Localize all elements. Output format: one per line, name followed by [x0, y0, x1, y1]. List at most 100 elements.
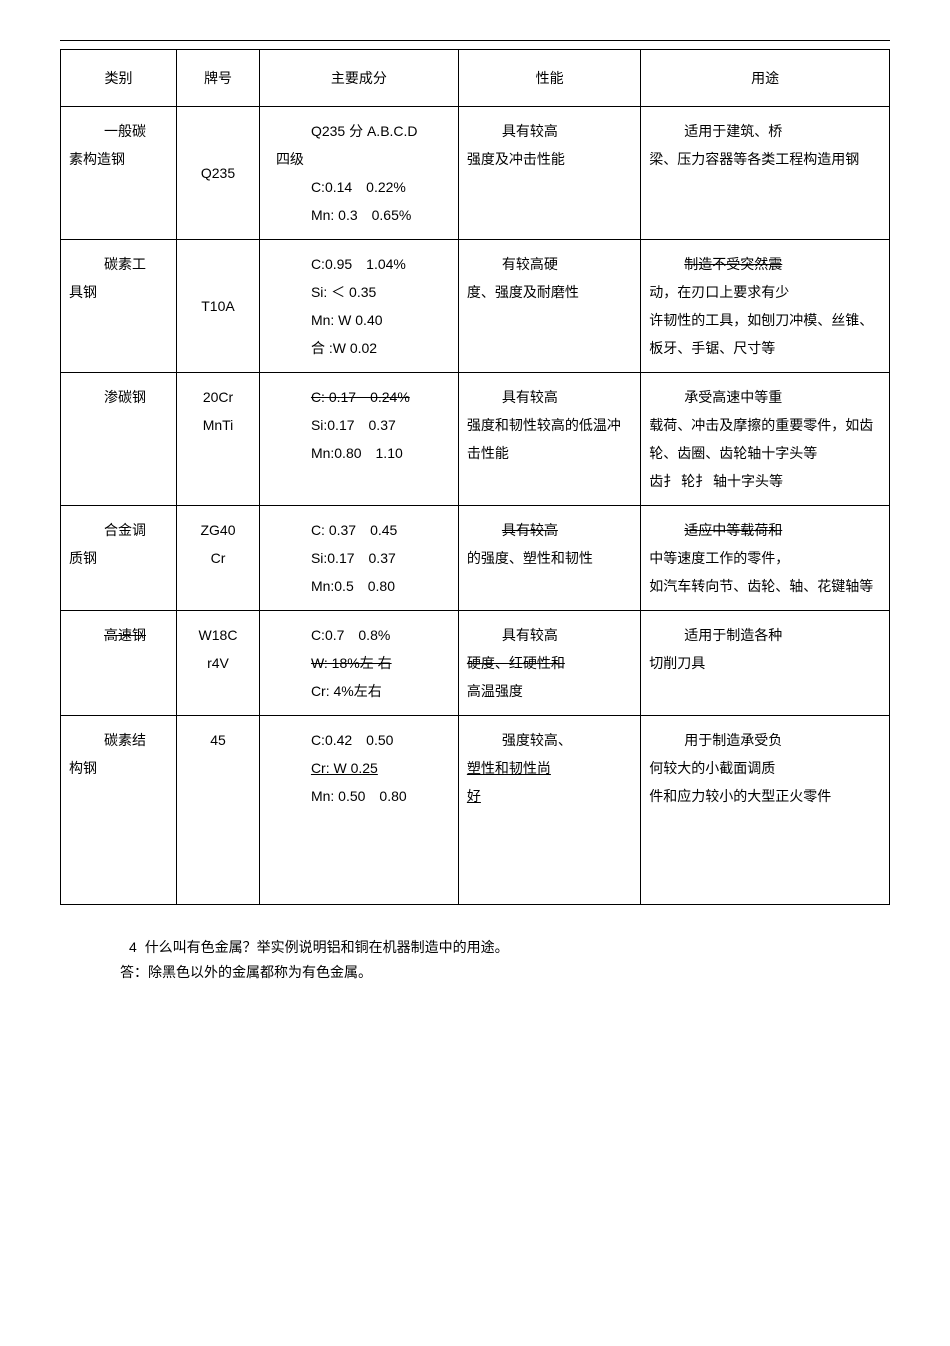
text: 碳素工 — [69, 250, 168, 278]
cell-use: 适应中等载荷和 中等速度工作的零件， 如汽车转向节、齿轮、轴、花键轴等 — [641, 506, 890, 611]
text: 度、强度及耐磨性 — [467, 284, 579, 300]
th-property: 性能 — [458, 50, 640, 107]
text: 件和应力较小的大型正火零件 — [649, 788, 831, 804]
cell-prop: 具有较高 强度和韧性较高的低温冲击性能 — [458, 373, 640, 506]
table-row: 碳素工 具钢 T10A C:0.95 1.04% Si: ＜ 0.35 Mn: … — [61, 240, 890, 373]
text: Si:0.17 0.37 — [276, 544, 450, 572]
cell-category: 一般碳 素构造钢 — [61, 107, 177, 240]
text: Cr: W 0.25 — [276, 754, 450, 782]
cell-use: 承受高速中等重 载荷、冲击及摩擦的重要零件，如齿轮、齿圈、齿轮轴十字头等 齿扌 … — [641, 373, 890, 506]
th-component: 主要成分 — [259, 50, 458, 107]
cell-comp: C:0.42 0.50 Cr: W 0.25 Mn: 0.50 0.80 — [259, 716, 458, 905]
cell-grade: 20Cr MnTi — [177, 373, 260, 506]
text: 适用于建筑、桥 — [649, 117, 881, 145]
cell-grade: 45 — [177, 716, 260, 905]
table-row: 合金调 质钢 ZG40 Cr C: 0.37 0.45 Si:0.17 0.37… — [61, 506, 890, 611]
text: 20Cr — [203, 389, 233, 405]
text: 如汽车转向节、齿轮、轴、花键轴等 — [649, 578, 873, 594]
text: Mn:0.5 0.80 — [276, 572, 450, 600]
text: C: 0.17 0.24% — [276, 383, 450, 411]
text: 渗碳钢 — [69, 383, 168, 411]
text: 强度及冲击性能 — [467, 151, 565, 167]
question-number: 4 — [120, 935, 137, 960]
text: 有较高硬 — [467, 250, 632, 278]
text: 质钢 — [69, 550, 97, 566]
table-row: 渗碳钢 20Cr MnTi C: 0.17 0.24% Si:0.17 0.37… — [61, 373, 890, 506]
text: 45 — [210, 732, 226, 748]
cell-grade: Q235 — [177, 107, 260, 240]
text: C:0.7 0.8% — [276, 621, 450, 649]
text: 承受高速中等重 — [649, 383, 881, 411]
text: 强度较高、 — [467, 726, 632, 754]
text: 的强度、塑性和韧性 — [467, 550, 593, 566]
cell-prop: 具有较高 强度及冲击性能 — [458, 107, 640, 240]
table-row: 碳素结 构钢 45 C:0.42 0.50 Cr: W 0.25 Mn: 0.5… — [61, 716, 890, 905]
text: Mn: W 0.40 — [276, 306, 450, 334]
text: C: 0.37 0.45 — [276, 516, 450, 544]
text: 高温强度 — [467, 683, 523, 699]
cell-category: 渗碳钢 — [61, 373, 177, 506]
text: 素构造钢 — [69, 151, 125, 167]
th-grade: 牌号 — [177, 50, 260, 107]
top-rule — [60, 40, 890, 41]
cell-comp: C: 0.17 0.24% Si:0.17 0.37 Mn:0.80 1.10 — [259, 373, 458, 506]
cell-use: 适用于制造各种 切削刀具 — [641, 611, 890, 716]
cell-prop: 具有较高 的强度、塑性和韧性 — [458, 506, 640, 611]
cell-category: 合金调 质钢 — [61, 506, 177, 611]
text: ZG40 — [200, 522, 235, 538]
text: 好 — [467, 788, 481, 804]
text: Mn: 0.50 0.80 — [276, 782, 450, 810]
text: Si: ＜ 0.35 — [276, 278, 450, 306]
text: 切削刀具 — [649, 655, 705, 671]
th-usage: 用途 — [641, 50, 890, 107]
text: 梁、压力容器等各类工程构造用钢 — [649, 151, 859, 167]
text: 塑性和韧性尚 — [467, 760, 551, 776]
text: 适用于制造各种 — [649, 621, 881, 649]
text: 具钢 — [69, 284, 97, 300]
text: 载荷、冲击及摩擦的重要零件，如齿轮、齿圈、齿轮轴十字头等 — [649, 417, 873, 461]
table-row: 一般碳 素构造钢 Q235 Q235 分 A.B.C.D 四级 C:0.14 0… — [61, 107, 890, 240]
text: 制造不受突然震 — [649, 250, 881, 278]
text: 何较大的小截面调质 — [649, 760, 775, 776]
text: 具有较高 — [467, 383, 632, 411]
question-text: 4 什么叫有色金属？举实例说明铝和铜在机器制造中的用途。 — [120, 935, 890, 960]
text: Q235 — [201, 165, 235, 181]
text: C:0.42 0.50 — [276, 726, 450, 754]
text: 具有较高 — [467, 516, 632, 544]
cell-prop: 具有较高 硬度、红硬性和 高温强度 — [458, 611, 640, 716]
table-header-row: 类别 牌号 主要成分 性能 用途 — [61, 50, 890, 107]
text: 强度和韧性较高的低温冲击性能 — [467, 417, 621, 461]
text: T10A — [201, 298, 234, 314]
question-block: 4 什么叫有色金属？举实例说明铝和铜在机器制造中的用途。 答：除黑色以外的金属都… — [60, 935, 890, 985]
text: C:0.14 0.22% — [276, 173, 450, 201]
text: 用于制造承受负 — [649, 726, 881, 754]
text: 中等速度工作的零件， — [649, 550, 789, 566]
text: 许韧性的工具，如刨刀冲模、丝锥、板牙、手锯、尺寸等 — [649, 312, 873, 356]
steel-table: 类别 牌号 主要成分 性能 用途 一般碳 素构造钢 Q235 Q235 分 A.… — [60, 49, 890, 905]
text: W18C — [199, 627, 238, 643]
text: 硬度、红硬性和 — [467, 655, 565, 671]
text: Mn:0.80 1.10 — [276, 439, 450, 467]
cell-use: 用于制造承受负 何较大的小截面调质 件和应力较小的大型正火零件 — [641, 716, 890, 905]
cell-grade: T10A — [177, 240, 260, 373]
text: Cr: 4%左右 — [276, 677, 450, 705]
text: 高速钢 — [69, 621, 168, 649]
text: 合 :W 0.02 — [276, 334, 450, 362]
text: Mn: 0.3 0.65% — [276, 201, 450, 229]
cell-comp: C:0.95 1.04% Si: ＜ 0.35 Mn: W 0.40 合 :W … — [259, 240, 458, 373]
text: C:0.95 1.04% — [276, 250, 450, 278]
text: r4V — [207, 655, 229, 671]
text: Si:0.17 0.37 — [276, 411, 450, 439]
text: 具有较高 — [467, 117, 632, 145]
text: 齿扌 轮扌 轴十字头等 — [649, 473, 783, 489]
cell-prop: 强度较高、 塑性和韧性尚 好 — [458, 716, 640, 905]
text: 合金调 — [69, 516, 168, 544]
table-row: 高速钢 W18C r4V C:0.7 0.8% W: 18%左 右 Cr: 4%… — [61, 611, 890, 716]
cell-category: 高速钢 — [61, 611, 177, 716]
text: 具有较高 — [467, 621, 632, 649]
cell-use: 适用于建筑、桥 梁、压力容器等各类工程构造用钢 — [641, 107, 890, 240]
text: 动，在刃口上要求有少 — [649, 284, 789, 300]
text: Q235 分 A.B.C.D — [276, 117, 450, 145]
cell-use: 制造不受突然震 动，在刃口上要求有少 许韧性的工具，如刨刀冲模、丝锥、板牙、手锯… — [641, 240, 890, 373]
text: Cr — [211, 550, 226, 566]
